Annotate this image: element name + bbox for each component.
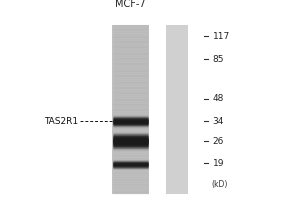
- Bar: [112, 25, 149, 194]
- Bar: [166, 25, 188, 194]
- Text: 85: 85: [213, 55, 224, 64]
- Text: (kD): (kD): [211, 180, 228, 189]
- Text: TAS2R1: TAS2R1: [44, 117, 78, 126]
- Text: MCF-7: MCF-7: [115, 0, 146, 9]
- Text: 26: 26: [213, 137, 224, 146]
- Text: 48: 48: [213, 94, 224, 103]
- Text: 34: 34: [213, 117, 224, 126]
- Text: 19: 19: [213, 159, 224, 168]
- Text: 117: 117: [213, 32, 230, 41]
